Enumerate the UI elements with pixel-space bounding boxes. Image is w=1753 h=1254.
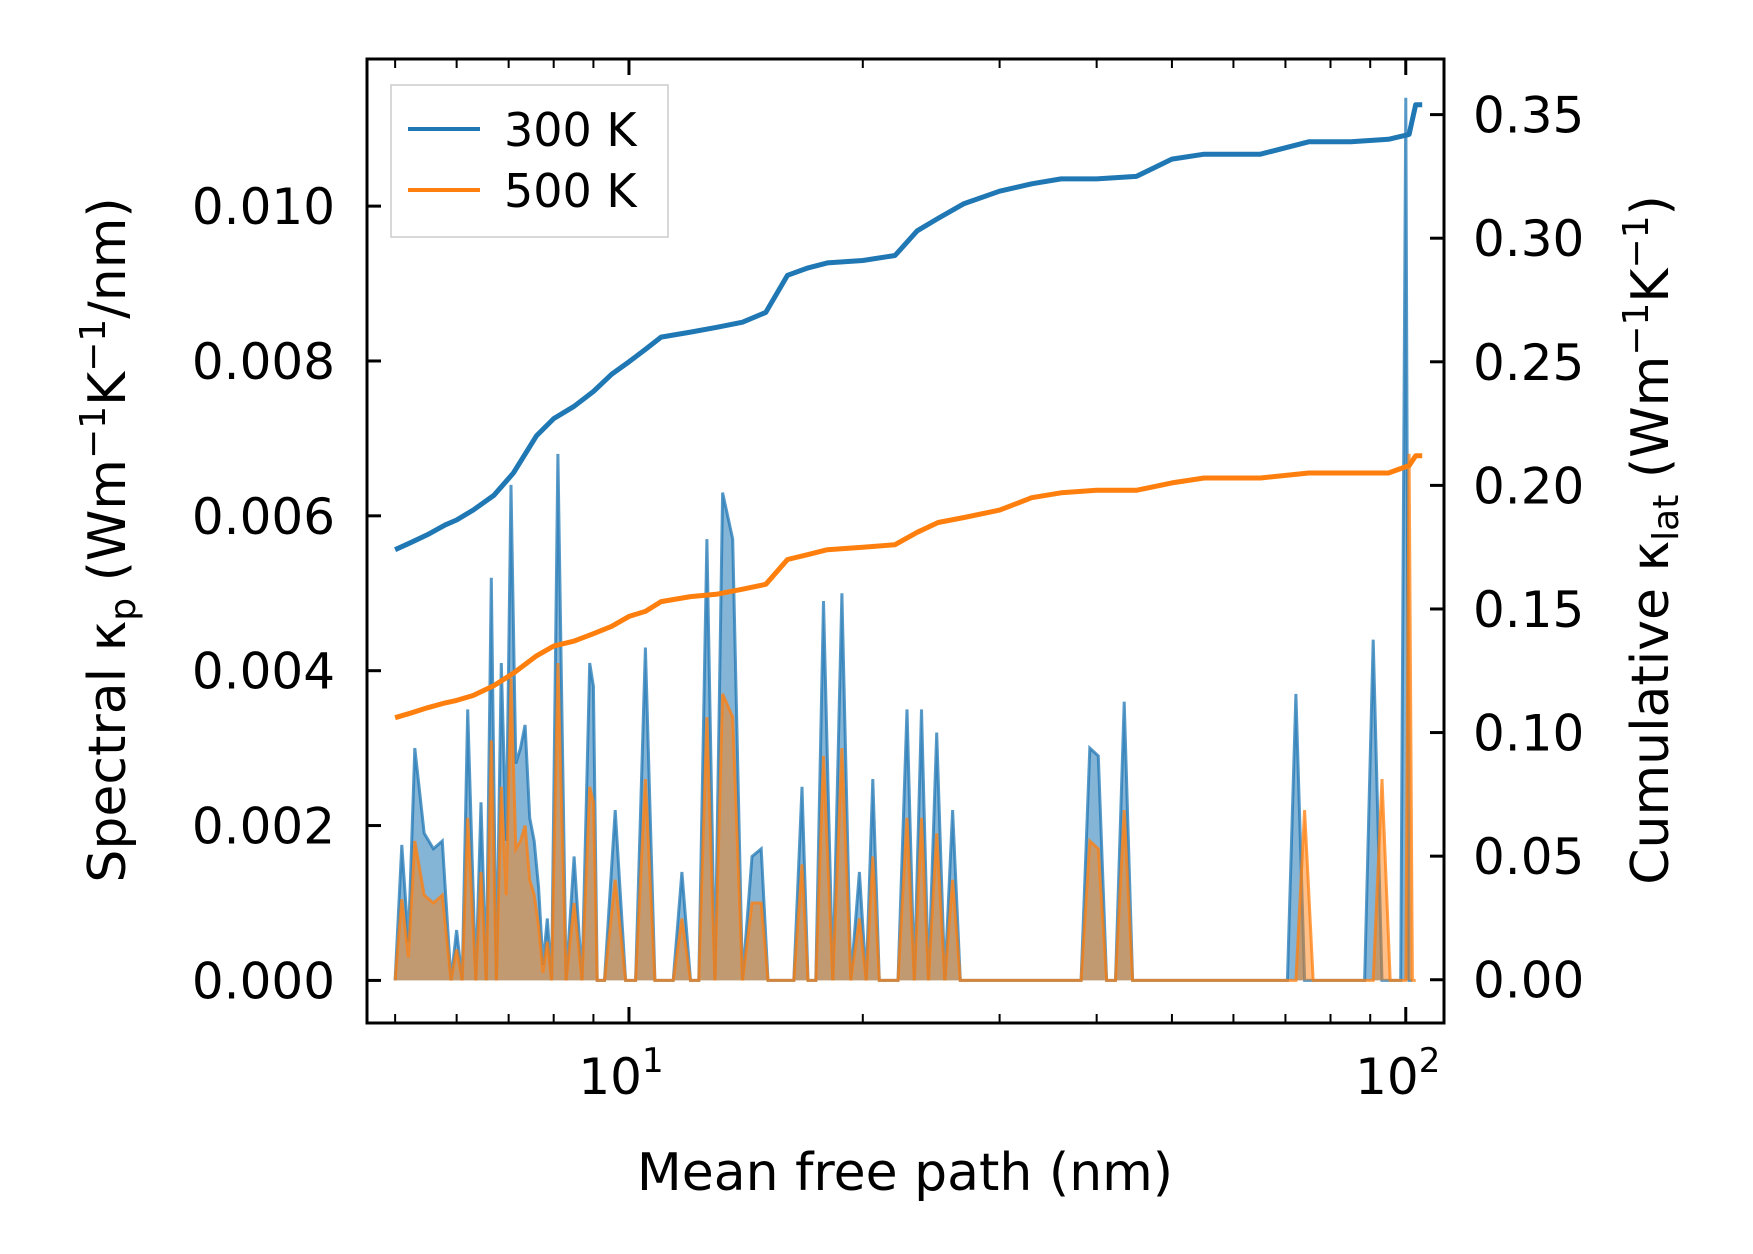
x-tick-label: 102 [1355,1041,1440,1106]
left-axis-label-sup2: −1 [73,319,114,372]
cumulative-layer [394,102,1423,721]
x-tick-labels: 101 102 [578,1041,1440,1106]
x-tick-label: 101 [578,1041,663,1106]
left-axis-label: Spectral κp (Wm−1K−1/nm) [73,197,144,882]
legend-box [390,84,669,238]
left-axis-label-main: Spectral κ [78,621,138,883]
legend-label-500k: 500 K [504,164,638,218]
right-tick-label: 0.00 [1473,952,1584,1010]
left-axis-label-k: K [78,370,138,406]
right-axis-label: Cumulative κlat (Wm−1K−1) [1616,195,1687,885]
right-axis-label-sup1: −1 [1616,303,1657,356]
left-tick-label: 0.002 [192,798,335,856]
plot-frame [365,57,1446,1025]
left-axis-label-units: (Wm [78,459,138,598]
right-axis-label-units: (Wm [1621,356,1681,495]
left-tick-label: 0.004 [192,643,335,701]
left-axis-label-sub: p [103,598,144,621]
ticks-layer: 0.000 0.002 0.004 0.006 0.008 0.010 0.00 0.05 0.… [192,59,1584,1023]
spectral-line-500k [393,453,1416,982]
legend-label-300k: 300 K [504,103,638,157]
cumulative-line-500k [394,453,1423,721]
left-axis-label-tail: /nm) [78,197,138,318]
spectral-layer [393,97,1416,982]
cumulative-line-300k [394,102,1423,552]
plot-area [393,97,1423,982]
right-tick-label: 0.15 [1473,581,1584,639]
left-tick-label: 0.006 [192,488,335,546]
right-axis-label-k: K [1621,267,1681,303]
right-tick-label: 0.10 [1473,705,1584,763]
legend: 300 K 500 K [390,84,669,238]
right-tick-label: 0.30 [1473,210,1584,268]
spectral-area-500k [395,453,1416,981]
left-tick-label: 0.010 [192,178,335,236]
x-axis-label: Mean free path (nm) [637,1143,1173,1203]
left-tick-label: 0.008 [192,333,335,391]
right-axis-label-main: Cumulative κ [1621,541,1681,885]
right-tick-label: 0.20 [1473,457,1584,515]
right-axis-label-tail: ) [1621,195,1681,215]
right-tick-label: 0.35 [1473,87,1584,145]
left-axis-label-sup1: −1 [73,406,114,459]
right-tick-label: 0.05 [1473,828,1584,886]
right-tick-label: 0.25 [1473,334,1584,392]
right-axis-label-sub: lat [1646,495,1687,541]
left-tick-label: 0.000 [192,952,335,1010]
right-axis-label-sup2: −1 [1616,215,1657,268]
